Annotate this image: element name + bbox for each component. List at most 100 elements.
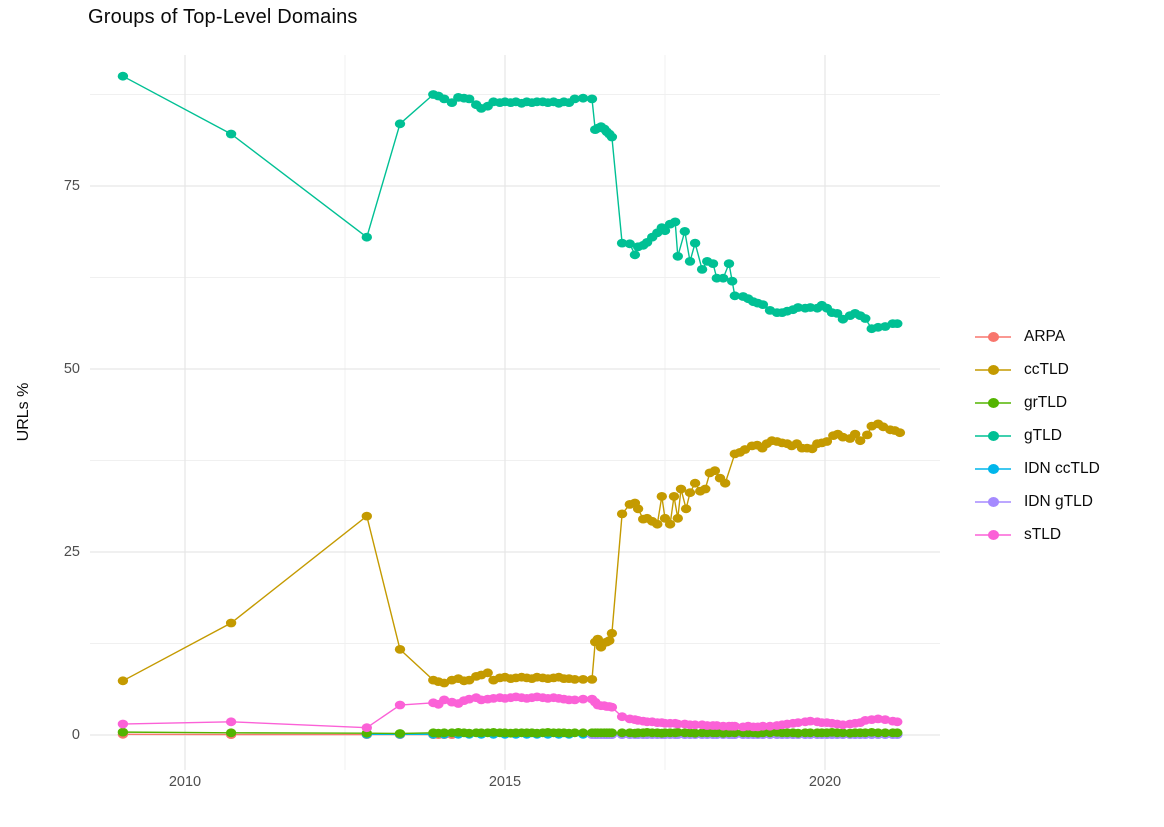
legend-label: grTLD [1024,393,1068,411]
x-tick-label: 2015 [488,774,522,790]
data-point-gtld [464,94,475,104]
data-point-cctld [577,675,589,684]
data-point-gtld [659,226,671,236]
legend-label: IDN ccTLD [1024,459,1100,477]
data-point-cctld [862,430,873,440]
x-tick-label: 2020 [808,774,842,790]
data-point-cctld [482,668,493,678]
legend-item-cctld: ccTLD [975,353,1100,386]
data-point-gtld [606,132,618,142]
data-point-gtld [892,319,903,328]
data-point-cctld [709,466,721,476]
legend-dot-icon [988,463,999,474]
data-point-stld [577,694,589,704]
legend-label: ARPA [1024,327,1066,345]
legend-item-idn-cctld: IDN ccTLD [975,452,1100,485]
series-line-cctld [122,423,901,684]
legend-key-icon [975,525,1011,545]
data-point-gtld [586,94,598,104]
data-point-cctld [664,519,676,529]
data-point-grtld [616,728,628,738]
y-tick-label: 50 [63,361,80,377]
data-point-gtld [727,276,738,286]
legend-dot-icon [988,364,999,375]
legend-key-icon [975,459,1011,479]
data-point-cctld [117,676,129,686]
legend-label: sTLD [1024,525,1062,543]
data-point-gtld [624,239,635,249]
data-point-cctld [720,478,731,488]
data-point-gtld [439,94,450,104]
data-point-cctld [672,513,683,523]
series-line-gtld [122,75,898,330]
data-point-cctld [606,628,618,638]
legend-label: gTLD [1024,426,1062,444]
data-point-cctld [668,492,680,501]
data-point-grtld [569,728,580,738]
data-point-stld [117,719,129,729]
data-point-cctld [652,519,663,529]
data-point-cctld [361,511,372,521]
data-point-cctld [675,484,687,494]
chart-title: Groups of Top-Level Domains [88,6,358,28]
legend-dot-icon [988,529,999,540]
legend-label: IDN gTLD [1024,492,1093,510]
data-point-stld [606,702,618,712]
data-point-stld [225,717,237,727]
data-point-stld [394,700,406,710]
data-point-cctld [700,484,711,494]
data-point-grtld [225,728,237,738]
data-point-grtld [577,728,589,738]
data-point-cctld [684,488,696,498]
data-point-cctld [855,436,866,446]
data-point-grtld [880,728,891,738]
data-point-stld [569,695,580,705]
legend-item-arpa: ARPA [975,320,1100,353]
data-point-gtld [832,309,843,318]
data-point-stld [729,721,740,731]
legend-dot-icon [988,496,999,507]
data-point-gtld [672,251,683,261]
legend-item-stld: sTLD [975,518,1100,551]
data-point-cctld [632,504,644,514]
legend-key-icon [975,327,1011,347]
legend-item-gtld: gTLD [975,419,1100,452]
data-point-gtld [696,265,708,274]
data-point-gtld [707,259,719,268]
data-point-cctld [394,645,406,654]
legend-label: ccTLD [1024,360,1069,378]
data-point-gtld [679,227,690,236]
data-point-gtld [225,129,237,139]
y-tick-label: 25 [63,544,80,560]
data-point-stld [892,717,903,727]
legend-dot-icon [988,331,999,342]
data-point-cctld [680,504,692,514]
data-point-gtld [689,238,701,248]
legend-key-icon [975,492,1011,512]
data-point-cctld [849,429,861,439]
data-point-cctld [821,437,833,446]
data-point-grtld [117,727,129,737]
data-point-gtld [117,71,129,81]
data-point-gtld [361,232,372,242]
data-point-cctld [894,428,906,438]
y-axis-title: URLs % [15,382,32,442]
legend-item-idn-gtld: IDN gTLD [975,485,1100,518]
legend-dot-icon [988,397,999,408]
data-point-cctld [569,675,580,684]
data-point-gtld [629,250,641,260]
data-point-gtld [569,94,580,104]
data-point-cctld [604,636,615,645]
data-point-gtld [729,291,740,301]
legend: ARPA ccTLD grTLD gTLD IDN ccTLD IDN gTLD sTLD [975,320,1100,551]
data-point-gtld [670,217,681,227]
legend-item-grtld: grTLD [975,386,1100,419]
data-point-gtld [577,93,589,103]
data-point-cctld [689,478,701,488]
y-tick-label: 0 [71,727,80,743]
data-point-stld [361,723,372,733]
data-point-cctld [586,675,598,684]
data-point-gtld [723,259,735,268]
